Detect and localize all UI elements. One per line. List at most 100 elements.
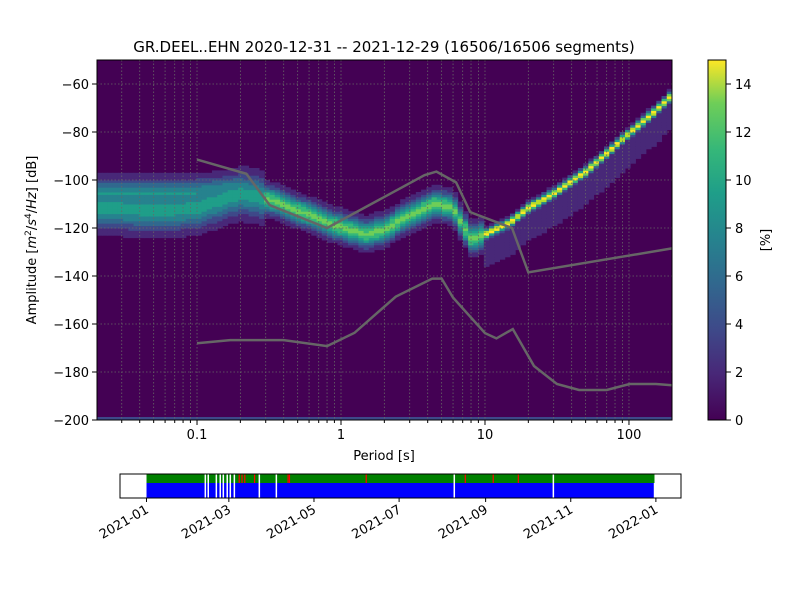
heatmap-cell xyxy=(494,256,500,260)
heatmap-cell xyxy=(447,192,453,195)
heatmap-cell xyxy=(583,201,589,205)
heatmap-cell xyxy=(588,175,595,179)
heatmap-cell xyxy=(128,175,135,179)
heatmap-cell xyxy=(598,153,605,157)
heatmap-cell xyxy=(562,208,568,212)
heatmap-cell xyxy=(149,235,155,239)
colorbar-tick-label: 14 xyxy=(735,78,752,93)
heatmap-cell xyxy=(154,192,161,195)
heatmap-cell xyxy=(316,204,323,207)
heatmap-cell xyxy=(212,196,218,200)
heatmap-cell xyxy=(656,110,663,114)
heatmap-cell xyxy=(400,208,406,212)
heatmap-cell xyxy=(274,218,281,222)
heatmap-cell xyxy=(462,232,469,236)
heatmap-cell xyxy=(593,184,600,188)
heatmap-cell xyxy=(394,211,401,215)
heatmap-cell xyxy=(180,213,187,217)
heatmap-cell xyxy=(598,180,605,183)
heatmap-cell xyxy=(285,194,291,198)
heatmap-cell xyxy=(170,213,176,217)
heatmap-cell xyxy=(212,192,218,195)
heatmap-cell xyxy=(149,232,155,236)
heatmap-cell xyxy=(196,184,203,188)
heatmap-cell xyxy=(259,172,265,176)
heatmap-cell xyxy=(368,235,375,239)
heatmap-cell xyxy=(651,115,657,119)
heatmap-cell xyxy=(112,225,119,229)
heatmap-cell xyxy=(447,189,453,193)
heatmap-cell xyxy=(175,196,182,200)
heatmap-cell xyxy=(144,199,150,203)
heatmap-cell xyxy=(588,189,595,193)
heatmap-cell xyxy=(274,211,281,215)
heatmap-cell xyxy=(144,213,150,217)
heatmap-cell xyxy=(431,184,438,188)
heatmap-cell xyxy=(117,175,124,179)
heatmap-cell xyxy=(97,228,103,231)
heatmap-cell xyxy=(604,172,610,176)
heatmap-cell xyxy=(191,182,197,186)
heatmap-cell xyxy=(468,249,474,253)
heatmap-cell xyxy=(520,216,527,219)
heatmap-cell xyxy=(342,218,349,222)
heatmap-cell xyxy=(504,232,511,236)
colorbar-tick-label: 2 xyxy=(735,366,743,381)
heatmap-cell xyxy=(410,208,417,212)
heatmap-cell xyxy=(666,122,673,126)
heatmap-cell xyxy=(300,199,307,203)
heatmap-cell xyxy=(253,208,260,212)
heatmap-cell xyxy=(546,204,553,207)
heatmap-cell xyxy=(170,180,176,183)
heatmap-cell xyxy=(384,218,391,222)
timeline-tick-label: 2021-07 xyxy=(350,502,405,542)
heatmap-cell xyxy=(123,232,129,236)
heatmap-cell xyxy=(536,225,542,229)
heatmap-cell xyxy=(426,218,433,222)
heatmap-cell xyxy=(206,189,213,193)
heatmap-cell xyxy=(327,208,333,212)
heatmap-cell xyxy=(279,184,286,188)
heatmap-cell xyxy=(651,139,657,143)
heatmap-cell xyxy=(614,175,621,179)
heatmap-cell xyxy=(530,206,537,210)
heatmap-cell xyxy=(185,228,192,231)
heatmap-cell xyxy=(436,208,443,212)
heatmap-cell xyxy=(238,184,244,188)
heatmap-cell xyxy=(389,208,396,212)
heatmap-cell xyxy=(180,180,187,183)
heatmap-cell xyxy=(175,177,182,181)
heatmap-cell xyxy=(180,175,187,179)
heatmap-cell xyxy=(640,146,647,150)
heatmap-cell xyxy=(185,177,192,181)
heatmap-cell xyxy=(593,160,600,164)
heatmap-cell xyxy=(117,213,124,217)
heatmap-cell xyxy=(645,141,652,145)
heatmap-cell xyxy=(138,228,145,231)
heatmap-cell xyxy=(624,165,631,169)
heatmap-cell xyxy=(191,232,197,236)
heatmap-cell xyxy=(102,204,108,207)
heatmap-cell xyxy=(259,220,265,224)
heatmap-cell xyxy=(499,247,506,251)
heatmap-cell xyxy=(264,208,270,212)
heatmap-cell xyxy=(248,206,255,210)
heatmap-cell xyxy=(117,199,124,203)
heatmap-cell xyxy=(154,228,161,231)
gap-marker xyxy=(226,474,228,498)
heatmap-cell xyxy=(415,194,422,198)
heatmap-cell xyxy=(520,206,527,210)
heatmap-cell xyxy=(290,194,297,198)
heatmap-cell xyxy=(243,189,250,193)
heatmap-cell xyxy=(426,223,433,227)
heatmap-cell xyxy=(180,194,187,198)
heatmap-cell xyxy=(102,211,108,215)
heatmap-cell xyxy=(405,204,412,207)
heatmap-cell xyxy=(436,192,443,195)
y-tick-label: −80 xyxy=(62,126,89,141)
heatmap-cell xyxy=(222,213,229,217)
heatmap-cell xyxy=(593,163,600,167)
heatmap-cell xyxy=(269,192,276,195)
heatmap-cell xyxy=(478,223,485,227)
heatmap-cell xyxy=(541,225,548,229)
